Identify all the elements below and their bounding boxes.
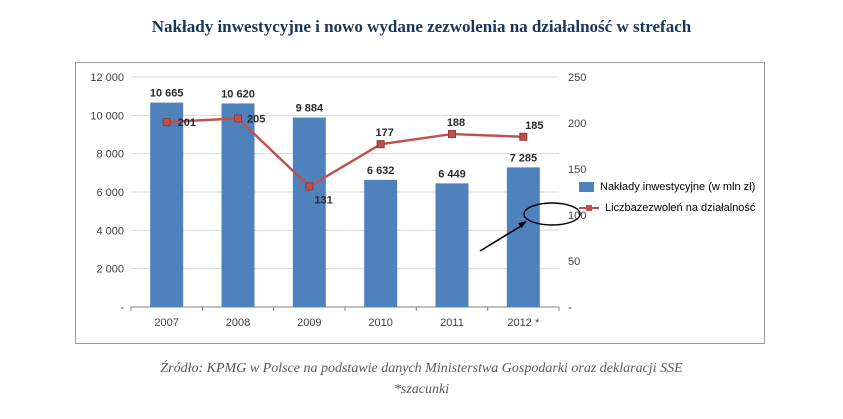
legend-label-bar: Nakłady inwestycyjne (w mln zł) xyxy=(600,181,756,193)
chart-text-label: 2007 xyxy=(154,317,178,329)
chart-text-label: 10 000 xyxy=(90,110,124,122)
chart: - 2 000 4 000 6 000 8 000 10 000 12 000 - 50 100 1… xyxy=(75,62,765,344)
chart-canvas: - 2 000 4 000 6 000 8 000 10 000 12 000 - 50 100 1… xyxy=(90,72,586,329)
chart-text-label: 2010 xyxy=(368,317,392,329)
chart-text-label: 201 xyxy=(178,117,196,129)
line-marker xyxy=(519,132,528,141)
chart-text-label: 12 000 xyxy=(90,72,124,84)
chart-title: Nakłady inwestycyjne i nowo wydane zezwo… xyxy=(151,17,692,36)
chart-text-label: 6 632 xyxy=(367,165,395,177)
source-line: Źródło: KPMG w Polsce na podstawie danyc… xyxy=(160,361,683,376)
left-axis-labels: - 2 000 4 000 6 000 8 000 10 000 12 000 xyxy=(90,72,124,314)
line-value-labels: 201 205 131 177 188 185 xyxy=(178,113,544,206)
chart-text-label: 7 285 xyxy=(510,152,538,164)
bar xyxy=(435,183,469,307)
bar-series-swatch-icon xyxy=(579,182,594,192)
line-swatch-marker xyxy=(586,205,592,211)
annotation xyxy=(479,202,581,252)
bar xyxy=(292,117,326,307)
chart-text-label: 188 xyxy=(447,117,465,129)
bar-series xyxy=(150,102,540,308)
chart-text-label: 10 620 xyxy=(221,88,255,100)
chart-text-label: 4 000 xyxy=(96,225,124,237)
right-axis-labels: - 50 100 150 200 250 xyxy=(568,72,586,314)
bar xyxy=(364,179,398,307)
chart-text-label: 2008 xyxy=(226,317,250,329)
chart-text-label: 200 xyxy=(568,118,586,130)
source-note: Źródło: KPMG w Polsce na podstawie danyc… xyxy=(0,358,843,400)
line-marker xyxy=(448,130,456,139)
line-marker xyxy=(162,118,171,127)
chart-text-label: 6 449 xyxy=(438,168,466,180)
footnote: *szacunki xyxy=(393,382,450,397)
x-axis xyxy=(130,306,560,311)
line-path xyxy=(166,117,524,188)
legend-item-bar: Nakłady inwestycyjne (w mln zł) xyxy=(579,181,755,193)
chart-text-label: 9 884 xyxy=(296,103,324,115)
legend-item-line: Liczbazezwoleń na działalność xyxy=(579,202,755,214)
chart-text-label: 8 000 xyxy=(96,149,124,161)
x-axis-labels: 2007 2008 2009 2010 2011 2012 * xyxy=(154,317,540,329)
chart-text-label: 50 xyxy=(568,256,580,268)
bar-value-labels: 10 665 10 620 9 884 6 632 6 449 7 285 xyxy=(150,88,537,181)
gridlines xyxy=(131,76,559,270)
chart-text-label: 10 665 xyxy=(150,88,184,100)
chart-text-label: 2 000 xyxy=(96,264,124,276)
annotation-arrow-head xyxy=(518,221,527,229)
chart-text-label: 2009 xyxy=(297,317,321,329)
chart-text-label: - xyxy=(568,302,572,314)
bar xyxy=(506,167,540,307)
annotation-ellipse xyxy=(523,202,581,226)
chart-text-label: 100 xyxy=(568,210,586,222)
legend: Nakłady inwestycyjne (w mln zł) Liczbaze… xyxy=(579,181,755,214)
chart-text-label: 250 xyxy=(568,72,586,84)
chart-text-label: 177 xyxy=(375,127,393,139)
annotation-arrow-shaft xyxy=(479,225,522,252)
line-series xyxy=(162,114,528,191)
legend-label-line: Liczbazezwoleń na działalność xyxy=(605,202,756,214)
chart-text-label: 6 000 xyxy=(96,187,124,199)
chart-text-label: 2012 * xyxy=(507,317,540,329)
chart-text-label: 2011 xyxy=(440,317,464,329)
chart-text-label: - xyxy=(120,302,124,314)
line-marker xyxy=(234,114,242,123)
chart-text-label: 131 xyxy=(314,194,332,206)
chart-text-label: 185 xyxy=(525,120,543,132)
bar xyxy=(150,102,184,308)
chart-text-label: 150 xyxy=(568,164,586,176)
line-series-swatch-icon xyxy=(579,203,599,213)
chart-text-label: 205 xyxy=(247,113,265,125)
bar xyxy=(221,103,255,307)
line-marker xyxy=(376,140,385,149)
line-marker xyxy=(305,182,314,191)
